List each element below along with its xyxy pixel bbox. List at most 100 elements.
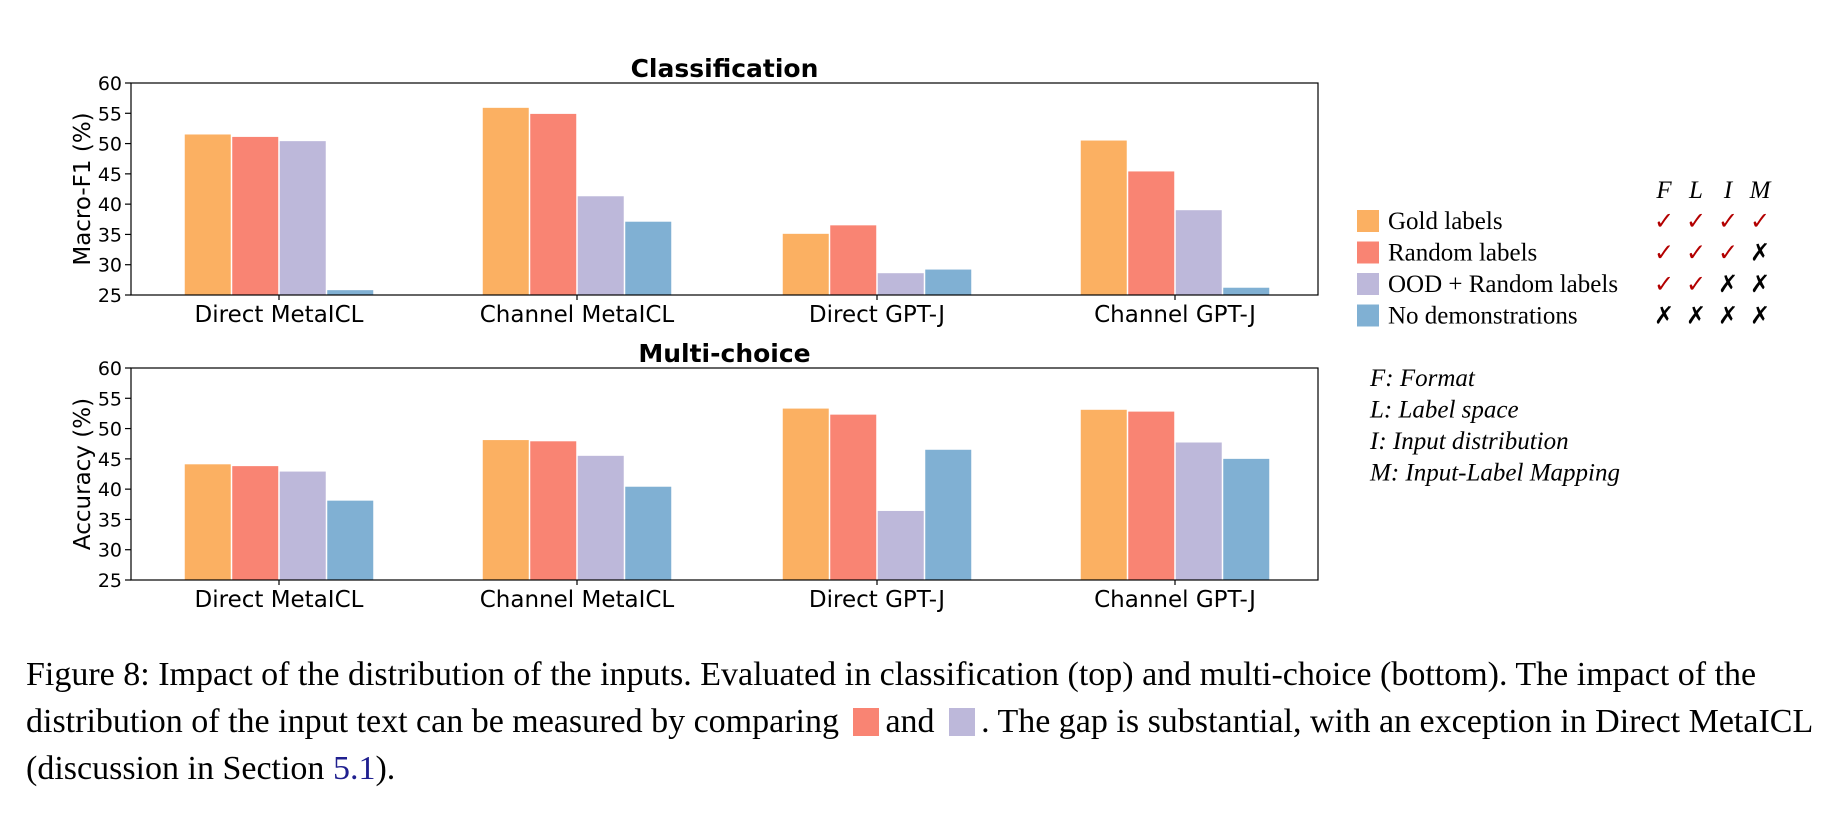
- legend-column-header: I: [1723, 177, 1734, 204]
- bar: [925, 449, 972, 580]
- section-reference-link[interactable]: 5.1: [332, 750, 376, 787]
- y-axis-label: Accuracy (%): [70, 398, 96, 550]
- x-tick-label: Direct MetaICL: [195, 302, 364, 328]
- multi-choice-chart: Multi-choice 25 30 35 40 45 50 55 60 Direct MetaI…: [70, 339, 1319, 613]
- y-tick-label: 35: [98, 509, 122, 531]
- caption-swatch-ood: [949, 708, 976, 736]
- y-tick-label: 50: [98, 134, 122, 156]
- cross-mark-icon: ✗: [1750, 270, 1770, 298]
- check-mark-icon: ✓: [1750, 207, 1770, 235]
- y-tick-label: 30: [98, 540, 122, 562]
- legend-label: Gold labels: [1388, 208, 1503, 235]
- legend-swatch: [1357, 210, 1379, 232]
- cross-mark-icon: ✗: [1750, 302, 1770, 330]
- legend-swatch: [1357, 241, 1379, 264]
- x-tick-label: Direct GPT-J: [809, 302, 945, 328]
- bar: [782, 408, 829, 580]
- x-tick-label: Channel GPT-J: [1094, 587, 1256, 613]
- bar: [830, 225, 877, 295]
- y-tick-label: 35: [98, 224, 122, 246]
- bar: [232, 466, 279, 580]
- caption-text-3: . The gap is substantial, with an except…: [26, 703, 1812, 787]
- legend-column-header: F: [1655, 177, 1672, 204]
- bar: [782, 233, 829, 295]
- bar: [1175, 210, 1222, 295]
- bar: [625, 221, 672, 295]
- bar: [279, 471, 326, 580]
- cross-mark-icon: ✗: [1718, 270, 1738, 298]
- figure-caption: Figure 8: Impact of the distribution of …: [26, 651, 1816, 792]
- chart-title: Classification: [631, 54, 819, 83]
- caption-text-2: and: [885, 703, 935, 740]
- bar: [1175, 442, 1222, 580]
- legend: F L I M Gold labels ✓ ✓ ✓ ✓ Random labels ✓ ✓ ✓ ✗ OOD …: [1357, 177, 1772, 330]
- key-entry: F: Format: [1369, 365, 1476, 392]
- y-tick-label: 25: [98, 570, 122, 592]
- cross-mark-icon: ✗: [1686, 302, 1706, 330]
- bar: [327, 500, 374, 580]
- bar: [279, 141, 326, 295]
- bar: [577, 455, 624, 580]
- bar: [184, 464, 231, 580]
- legend-label: OOD + Random labels: [1388, 271, 1618, 298]
- bar: [530, 113, 577, 296]
- legend-label: Random labels: [1388, 240, 1537, 267]
- x-tick-label: Channel MetaICL: [480, 587, 675, 613]
- x-tick-label: Channel GPT-J: [1094, 302, 1256, 328]
- cross-mark-icon: ✗: [1718, 302, 1738, 330]
- caption-text-1: Figure 8: Impact of the distribution of …: [26, 656, 1757, 740]
- check-mark-icon: ✓: [1654, 270, 1674, 298]
- bar: [1080, 140, 1127, 295]
- legend-column-header: M: [1749, 177, 1772, 204]
- x-tick-label: Direct GPT-J: [809, 587, 945, 613]
- bar: [327, 290, 374, 295]
- y-tick-label: 45: [98, 164, 122, 186]
- caption-text-4: ).: [375, 750, 396, 787]
- bar: [482, 440, 529, 580]
- check-mark-icon: ✓: [1654, 207, 1674, 235]
- y-tick-label: 60: [98, 73, 122, 95]
- y-tick-label: 25: [98, 285, 122, 307]
- y-tick-label: 30: [98, 255, 122, 277]
- bar: [482, 107, 529, 295]
- bar: [830, 414, 877, 580]
- check-mark-icon: ✓: [1718, 207, 1738, 235]
- check-mark-icon: ✓: [1718, 239, 1738, 267]
- check-mark-icon: ✓: [1686, 207, 1706, 235]
- check-mark-icon: ✓: [1686, 270, 1706, 298]
- plot-frame: [130, 367, 1319, 581]
- legend-swatch: [1357, 273, 1379, 295]
- bar: [1080, 409, 1127, 580]
- bar: [232, 136, 279, 295]
- key-entry: I: Input distribution: [1369, 428, 1569, 455]
- caption-swatch-random: [853, 708, 880, 736]
- legend-label: No demonstrations: [1388, 303, 1578, 330]
- check-mark-icon: ✓: [1654, 239, 1674, 267]
- key-entry: M: Input-Label Mapping: [1369, 460, 1620, 487]
- classification-chart: Classification 25 30 35 40 45 50 55 60 Direct Met…: [70, 54, 1319, 328]
- y-tick-label: 55: [98, 388, 122, 410]
- cross-mark-icon: ✗: [1654, 302, 1674, 330]
- figure: Classification 25 30 35 40 45 50 55 60 Direct Met…: [70, 54, 1772, 613]
- x-tick-label: Direct MetaICL: [195, 587, 364, 613]
- cross-mark-icon: ✗: [1750, 239, 1770, 267]
- y-tick-label: 55: [98, 103, 122, 125]
- bar: [625, 486, 672, 580]
- y-tick-label: 40: [98, 479, 122, 501]
- bar: [1128, 411, 1175, 580]
- y-tick-label: 45: [98, 449, 122, 471]
- bar: [1223, 458, 1270, 580]
- bar: [925, 269, 972, 295]
- x-tick-label: Channel MetaICL: [480, 302, 675, 328]
- legend-column-header: L: [1688, 177, 1703, 204]
- abbreviation-key: F: Format L: Label space I: Input distribu…: [1369, 365, 1620, 487]
- y-tick-label: 60: [98, 358, 122, 380]
- legend-swatch: [1357, 304, 1379, 327]
- bar: [1223, 287, 1270, 295]
- bar: [877, 510, 924, 580]
- bar: [184, 134, 231, 295]
- chart-title: Multi-choice: [638, 339, 810, 368]
- bar: [1128, 171, 1175, 295]
- y-tick-label: 40: [98, 194, 122, 216]
- bar: [877, 273, 924, 295]
